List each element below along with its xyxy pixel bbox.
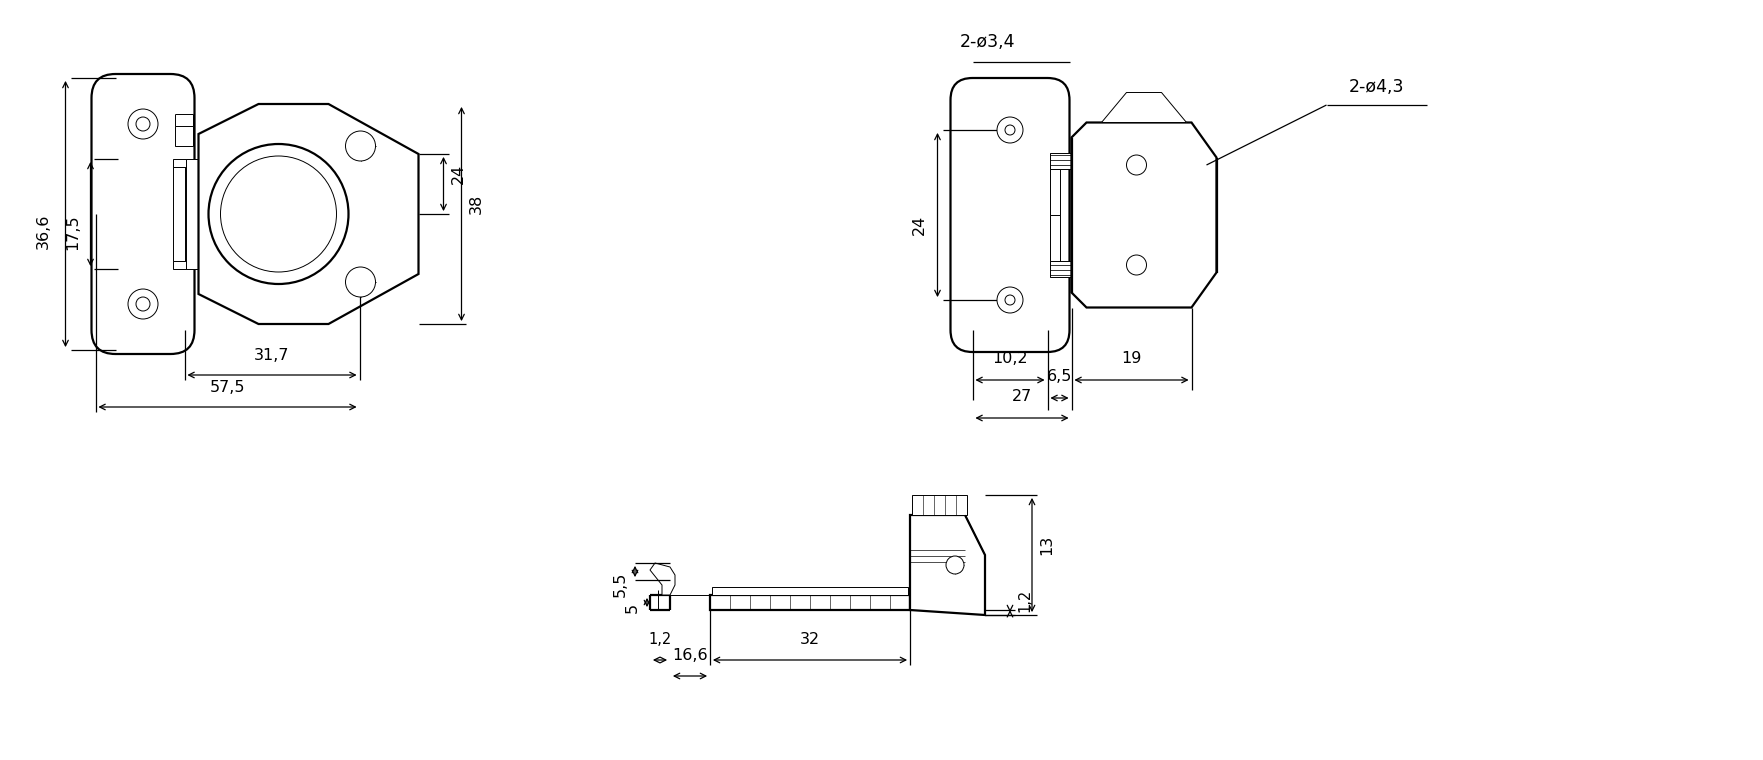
Text: 10,2: 10,2 <box>993 351 1028 366</box>
Polygon shape <box>1072 122 1216 308</box>
Text: 1,2: 1,2 <box>649 632 672 647</box>
Text: 36,6: 36,6 <box>35 214 51 249</box>
Circle shape <box>947 556 964 574</box>
Polygon shape <box>710 595 910 610</box>
Polygon shape <box>712 587 908 595</box>
Text: 17,5: 17,5 <box>65 214 79 249</box>
Circle shape <box>208 144 349 284</box>
Polygon shape <box>910 515 986 615</box>
Circle shape <box>1127 255 1146 275</box>
Text: 24: 24 <box>451 163 465 184</box>
Polygon shape <box>185 159 197 269</box>
Text: 19: 19 <box>1121 351 1142 366</box>
Polygon shape <box>199 104 418 324</box>
Circle shape <box>129 109 159 139</box>
Text: 5: 5 <box>624 603 640 613</box>
Circle shape <box>346 131 376 161</box>
Polygon shape <box>1049 261 1072 277</box>
Text: 2-ø3,4: 2-ø3,4 <box>961 33 1015 51</box>
Circle shape <box>136 117 150 131</box>
Text: 6,5: 6,5 <box>1047 369 1072 384</box>
Polygon shape <box>173 159 197 167</box>
Text: 13: 13 <box>1040 535 1054 555</box>
Polygon shape <box>1102 93 1186 122</box>
Text: 38: 38 <box>469 194 485 214</box>
Polygon shape <box>1049 169 1060 215</box>
Polygon shape <box>173 167 185 261</box>
Circle shape <box>129 289 159 319</box>
Text: 2-ø4,3: 2-ø4,3 <box>1349 78 1405 96</box>
Text: 57,5: 57,5 <box>210 380 245 395</box>
Polygon shape <box>173 261 197 269</box>
Text: 27: 27 <box>1012 389 1031 404</box>
Text: 5,5: 5,5 <box>612 572 628 597</box>
Text: 16,6: 16,6 <box>672 648 707 663</box>
Polygon shape <box>911 495 966 515</box>
Polygon shape <box>1049 215 1060 261</box>
FancyBboxPatch shape <box>92 74 194 354</box>
Circle shape <box>220 156 337 272</box>
Polygon shape <box>175 126 192 146</box>
Circle shape <box>1005 295 1015 305</box>
FancyBboxPatch shape <box>950 78 1070 352</box>
Polygon shape <box>1049 153 1072 169</box>
Polygon shape <box>651 563 675 595</box>
Circle shape <box>998 117 1023 143</box>
Text: 31,7: 31,7 <box>254 348 289 363</box>
Circle shape <box>136 297 150 311</box>
Text: 1,2: 1,2 <box>1017 589 1033 613</box>
Circle shape <box>998 287 1023 313</box>
Text: 24: 24 <box>911 215 927 236</box>
Text: 32: 32 <box>800 632 820 647</box>
Circle shape <box>346 267 376 297</box>
Circle shape <box>1127 155 1146 175</box>
Circle shape <box>1005 125 1015 135</box>
